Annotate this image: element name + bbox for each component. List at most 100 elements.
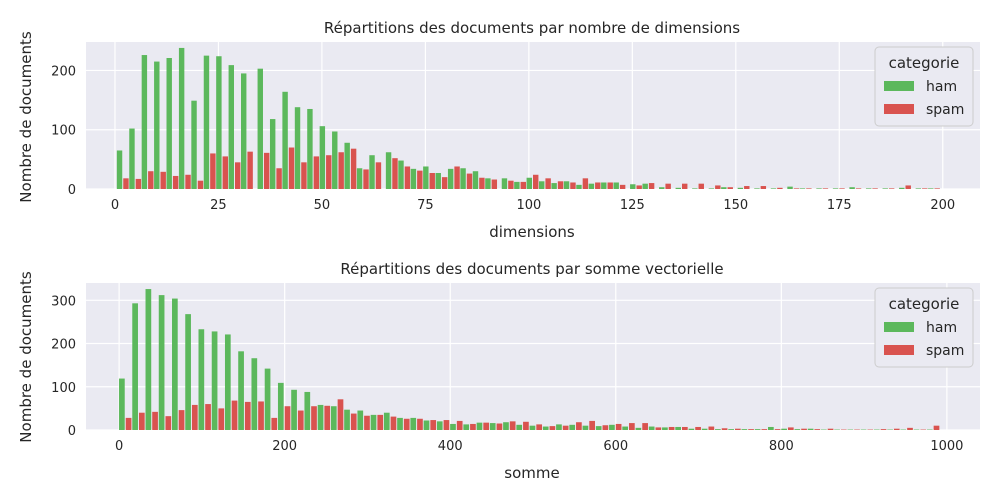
- y-tick-label: 100: [51, 124, 76, 139]
- bar-spam: [326, 155, 332, 189]
- bar-ham: [191, 100, 197, 189]
- bar-spam: [636, 185, 642, 189]
- bar-spam: [138, 412, 145, 430]
- bar-ham: [319, 126, 326, 189]
- bar-ham: [551, 183, 557, 189]
- bar-ham: [277, 382, 284, 430]
- bar-ham: [410, 168, 417, 189]
- bar-ham: [158, 295, 165, 430]
- bar-spam: [218, 408, 225, 430]
- bar-ham: [317, 404, 324, 430]
- bar-ham: [228, 65, 234, 189]
- bar-spam: [665, 183, 671, 189]
- bar-ham: [198, 329, 205, 430]
- bar-spam: [390, 416, 397, 430]
- legend-label-ham: ham: [926, 320, 957, 336]
- bar-ham: [613, 182, 619, 189]
- bar-ham: [485, 178, 491, 189]
- bar-ham: [129, 128, 135, 189]
- y-axis-label: Nombre de documents: [17, 31, 35, 203]
- bar-ham: [460, 168, 466, 189]
- bar-spam: [523, 421, 529, 430]
- bar-spam: [337, 399, 344, 430]
- bar-ham: [865, 188, 872, 189]
- bar-spam: [520, 181, 526, 189]
- bar-ham: [770, 188, 777, 189]
- bar-spam: [123, 178, 129, 189]
- bar-spam: [466, 173, 473, 189]
- bar-ham: [216, 56, 222, 190]
- bar-spam: [404, 166, 411, 189]
- bar-ham: [688, 428, 695, 430]
- bar-ham: [609, 424, 615, 430]
- bar-spam: [244, 401, 251, 430]
- bar-spam: [793, 188, 800, 189]
- bar-spam: [491, 179, 498, 189]
- bar-spam: [760, 186, 767, 189]
- bar-ham: [116, 150, 123, 189]
- bar-spam: [508, 180, 514, 189]
- bars: [119, 289, 940, 430]
- bar-ham: [648, 426, 655, 430]
- bar-spam: [470, 423, 476, 430]
- legend: categorie ham spam: [874, 46, 974, 127]
- bar-ham: [330, 406, 337, 430]
- bar-spam: [533, 174, 539, 189]
- bar-ham: [282, 91, 288, 189]
- bar-spam: [235, 162, 241, 189]
- legend-title: categorie: [889, 295, 960, 313]
- bar-spam: [734, 428, 741, 430]
- bar-ham: [344, 409, 350, 430]
- bar-ham: [915, 188, 922, 189]
- bar-spam: [682, 183, 688, 189]
- plot-area: [86, 283, 980, 430]
- bar-ham: [141, 55, 148, 189]
- bar-ham: [264, 368, 271, 430]
- bar-spam: [197, 180, 204, 189]
- bar-spam: [549, 426, 556, 430]
- bar-ham: [526, 177, 532, 189]
- bar-spam: [715, 185, 721, 189]
- bar-spam: [247, 151, 253, 189]
- bar-ham: [715, 429, 721, 430]
- legend-swatch-spam: [884, 104, 914, 114]
- bar-spam: [165, 416, 172, 430]
- bar-spam: [695, 426, 701, 430]
- x-tick-label: 25: [210, 198, 227, 213]
- bar-spam: [311, 406, 317, 430]
- legend-swatch-ham: [884, 81, 914, 91]
- bar-ham: [357, 410, 364, 430]
- chart-title: Répartitions des documents par nombre de…: [324, 19, 740, 37]
- bar-spam: [148, 171, 154, 189]
- bar-spam: [827, 428, 834, 430]
- bar-ham: [721, 187, 727, 189]
- bar-spam: [178, 410, 185, 430]
- bar-spam: [454, 166, 460, 189]
- bar-spam: [582, 178, 589, 189]
- bar-spam: [483, 422, 490, 430]
- bar-ham: [291, 389, 297, 430]
- bar-ham: [447, 168, 454, 189]
- bar-spam: [888, 188, 895, 189]
- bar-spam: [595, 182, 601, 189]
- bar-spam: [205, 404, 211, 430]
- bar-spam: [191, 404, 198, 430]
- x-tick-label: 600: [603, 439, 628, 454]
- bar-ham: [435, 173, 441, 189]
- bar-ham: [224, 334, 231, 430]
- bar-spam: [602, 425, 609, 430]
- bar-ham: [185, 314, 191, 430]
- bar-ham: [832, 188, 839, 189]
- bar-spam: [721, 428, 728, 430]
- bar-ham: [397, 417, 403, 430]
- bar-ham: [556, 424, 562, 430]
- bar-ham: [701, 428, 708, 430]
- bar-spam: [682, 426, 688, 430]
- bar-ham: [304, 391, 311, 430]
- bars: [116, 47, 940, 190]
- bar-spam: [615, 423, 622, 430]
- bar-spam: [806, 188, 812, 189]
- bar-spam: [135, 178, 142, 189]
- bar-ham: [595, 426, 602, 430]
- bar-spam: [441, 177, 448, 189]
